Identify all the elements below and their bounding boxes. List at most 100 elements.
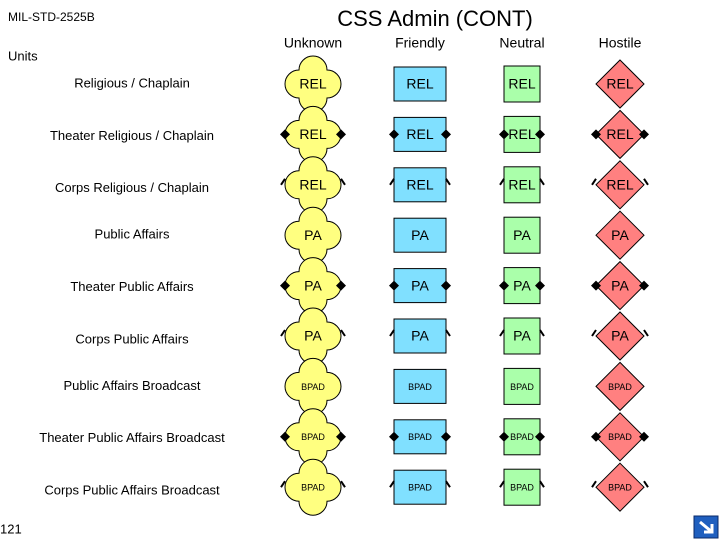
next-button[interactable] — [693, 515, 719, 539]
echelon-marker — [639, 431, 649, 442]
friendly-frame — [393, 66, 447, 102]
unknown-frame — [284, 257, 342, 315]
symbol-text: BPAD — [408, 432, 432, 442]
hostile-frame — [595, 59, 645, 109]
echelon-marker — [535, 431, 545, 442]
unknown-frame — [284, 156, 342, 214]
row-label: Public Affairs Broadcast — [63, 378, 200, 393]
symbol-text: PA — [411, 328, 429, 344]
echelon-marker — [441, 280, 451, 291]
symbol-text: REL — [299, 126, 326, 142]
unknown-frame — [284, 55, 342, 113]
symbol-text: REL — [299, 177, 326, 193]
echelon-marker — [643, 178, 649, 186]
echelon-marker — [340, 329, 346, 337]
symbol-text: REL — [299, 76, 326, 92]
echelon-marker — [591, 431, 601, 442]
row-label: Public Affairs — [95, 227, 170, 242]
neutral-frame — [503, 166, 541, 204]
column-header: Neutral — [499, 35, 544, 51]
echelon-marker — [280, 431, 290, 442]
hostile-frame — [595, 462, 645, 512]
hostile-frame — [595, 160, 645, 210]
symbol-text: BPAD — [510, 432, 534, 442]
echelon-marker — [535, 280, 545, 291]
symbol-text: BPAD — [608, 483, 632, 493]
echelon-marker — [441, 431, 451, 442]
doc-id: MIL-STD-2525B — [8, 10, 95, 24]
friendly-frame — [393, 217, 447, 253]
symbol-text: REL — [508, 126, 535, 142]
symbol-text: PA — [411, 227, 429, 243]
row-label: Theater Public Affairs Broadcast — [39, 430, 225, 445]
symbol-text: BPAD — [301, 483, 325, 493]
echelon-marker — [280, 129, 290, 140]
echelon-marker — [591, 329, 597, 337]
echelon-marker — [389, 480, 395, 488]
symbol-text: BPAD — [408, 382, 432, 392]
page-number: 121 — [0, 521, 22, 536]
unknown-frame — [284, 206, 342, 264]
echelon-marker — [643, 329, 649, 337]
neutral-frame — [503, 115, 541, 153]
echelon-marker — [280, 280, 290, 291]
hostile-frame — [595, 311, 645, 361]
echelon-marker — [499, 178, 505, 186]
echelon-marker — [639, 129, 649, 140]
neutral-frame — [503, 267, 541, 305]
hostile-frame — [595, 361, 645, 412]
echelon-marker — [499, 431, 509, 442]
symbol-text: REL — [406, 76, 433, 92]
echelon-marker — [539, 329, 545, 337]
hostile-frame — [595, 412, 645, 462]
symbol-text: BPAD — [608, 432, 632, 442]
echelon-marker — [389, 280, 399, 291]
unknown-frame — [284, 105, 342, 163]
hostile-frame — [595, 109, 645, 160]
symbol-text: BPAD — [510, 382, 534, 392]
echelon-marker — [539, 480, 545, 488]
echelon-marker — [499, 280, 509, 291]
symbol-text: PA — [513, 277, 531, 293]
symbol-text: PA — [611, 277, 629, 293]
symbol-text: REL — [508, 76, 535, 92]
symbol-text: PA — [513, 328, 531, 344]
symbol-text: PA — [304, 227, 322, 243]
friendly-frame — [393, 419, 447, 455]
echelon-marker — [280, 178, 286, 186]
echelon-marker — [643, 480, 649, 488]
hostile-frame — [595, 210, 645, 260]
friendly-frame — [393, 167, 447, 203]
symbol-text: BPAD — [408, 483, 432, 493]
unknown-frame — [284, 357, 342, 415]
row-label: Religious / Chaplain — [74, 75, 190, 90]
neutral-frame — [503, 216, 541, 254]
neutral-frame — [503, 468, 541, 506]
echelon-marker — [445, 178, 451, 186]
row-label: Corps Religious / Chaplain — [55, 180, 209, 195]
row-label: Theater Religious / Chaplain — [50, 128, 214, 143]
echelon-marker — [499, 129, 509, 140]
slide-title: CSS Admin (CONT) — [337, 6, 533, 31]
echelon-marker — [499, 329, 505, 337]
echelon-marker — [639, 280, 649, 291]
echelon-marker — [591, 129, 601, 140]
neutral-frame — [503, 317, 541, 355]
echelon-marker — [280, 329, 286, 337]
symbol-text: REL — [406, 126, 433, 142]
column-header: Friendly — [395, 35, 445, 51]
symbol-text: PA — [611, 328, 629, 344]
echelon-marker — [389, 431, 399, 442]
row-label: Corps Public Affairs Broadcast — [44, 483, 220, 498]
echelon-marker — [591, 178, 597, 186]
symbol-text: PA — [513, 227, 531, 243]
echelon-marker — [336, 431, 346, 442]
symbol-text: BPAD — [608, 382, 632, 392]
friendly-frame — [393, 318, 447, 354]
echelon-marker — [445, 480, 451, 488]
symbol-text: PA — [611, 227, 629, 243]
symbol-text: REL — [508, 177, 535, 193]
unknown-frame — [284, 408, 342, 466]
row-label: Theater Public Affairs — [70, 279, 194, 294]
column-header: Unknown — [284, 35, 342, 51]
